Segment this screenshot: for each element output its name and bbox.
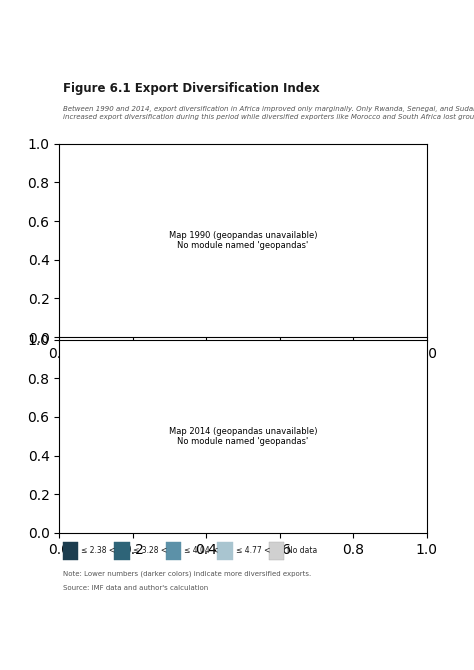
Text: No data: No data — [287, 546, 317, 555]
Text: ≤ 3.28 <: ≤ 3.28 < — [133, 546, 167, 555]
Bar — [269, 541, 284, 559]
Text: Source: IMF data and author's calculation: Source: IMF data and author's calculatio… — [63, 586, 208, 592]
Text: Between 1990 and 2014, export diversification in Africa improved only marginally: Between 1990 and 2014, export diversific… — [63, 106, 474, 120]
Bar — [114, 541, 130, 559]
Text: Map 1990 (geopandas unavailable)
No module named 'geopandas': Map 1990 (geopandas unavailable) No modu… — [169, 230, 317, 250]
Bar — [217, 541, 233, 559]
Text: ≤ 2.38 <: ≤ 2.38 < — [82, 546, 115, 555]
Text: Note: Lower numbers (darker colors) indicate more diversified exports.: Note: Lower numbers (darker colors) indi… — [63, 571, 311, 578]
Bar — [63, 541, 78, 559]
Text: ≤ 4.77 <: ≤ 4.77 < — [236, 546, 270, 555]
Text: Map 2014 (geopandas unavailable)
No module named 'geopandas': Map 2014 (geopandas unavailable) No modu… — [169, 427, 317, 446]
Text: Figure 6.1 Export Diversification Index: Figure 6.1 Export Diversification Index — [63, 82, 319, 94]
Text: ≤ 4.04 <: ≤ 4.04 < — [184, 546, 219, 555]
Bar — [166, 541, 181, 559]
